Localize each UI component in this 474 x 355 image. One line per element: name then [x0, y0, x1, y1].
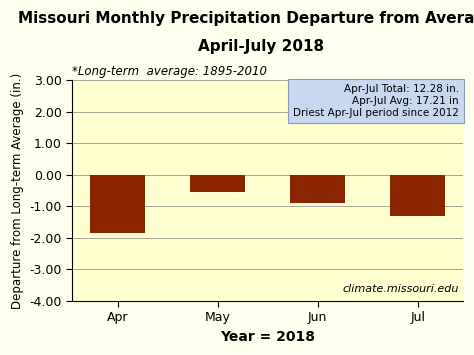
Bar — [390, 175, 445, 216]
Y-axis label: Departure from Long-term Average (in.): Departure from Long-term Average (in.) — [11, 72, 24, 308]
Bar — [90, 175, 145, 233]
Text: climate.missouri.edu: climate.missouri.edu — [343, 284, 459, 294]
Text: Apr-Jul Total: 12.28 in.
Apr-Jul Avg: 17.21 in
Driest Apr-Jul period since 2012: Apr-Jul Total: 12.28 in. Apr-Jul Avg: 17… — [293, 84, 459, 118]
Text: *Long-term  average: 1895-2010: *Long-term average: 1895-2010 — [73, 65, 267, 78]
Text: Missouri Monthly Precipitation Departure from Average*: Missouri Monthly Precipitation Departure… — [18, 11, 474, 26]
X-axis label: Year = 2018: Year = 2018 — [220, 330, 315, 344]
Text: April-July 2018: April-July 2018 — [198, 39, 324, 54]
Bar — [290, 175, 345, 203]
Bar — [190, 175, 245, 192]
